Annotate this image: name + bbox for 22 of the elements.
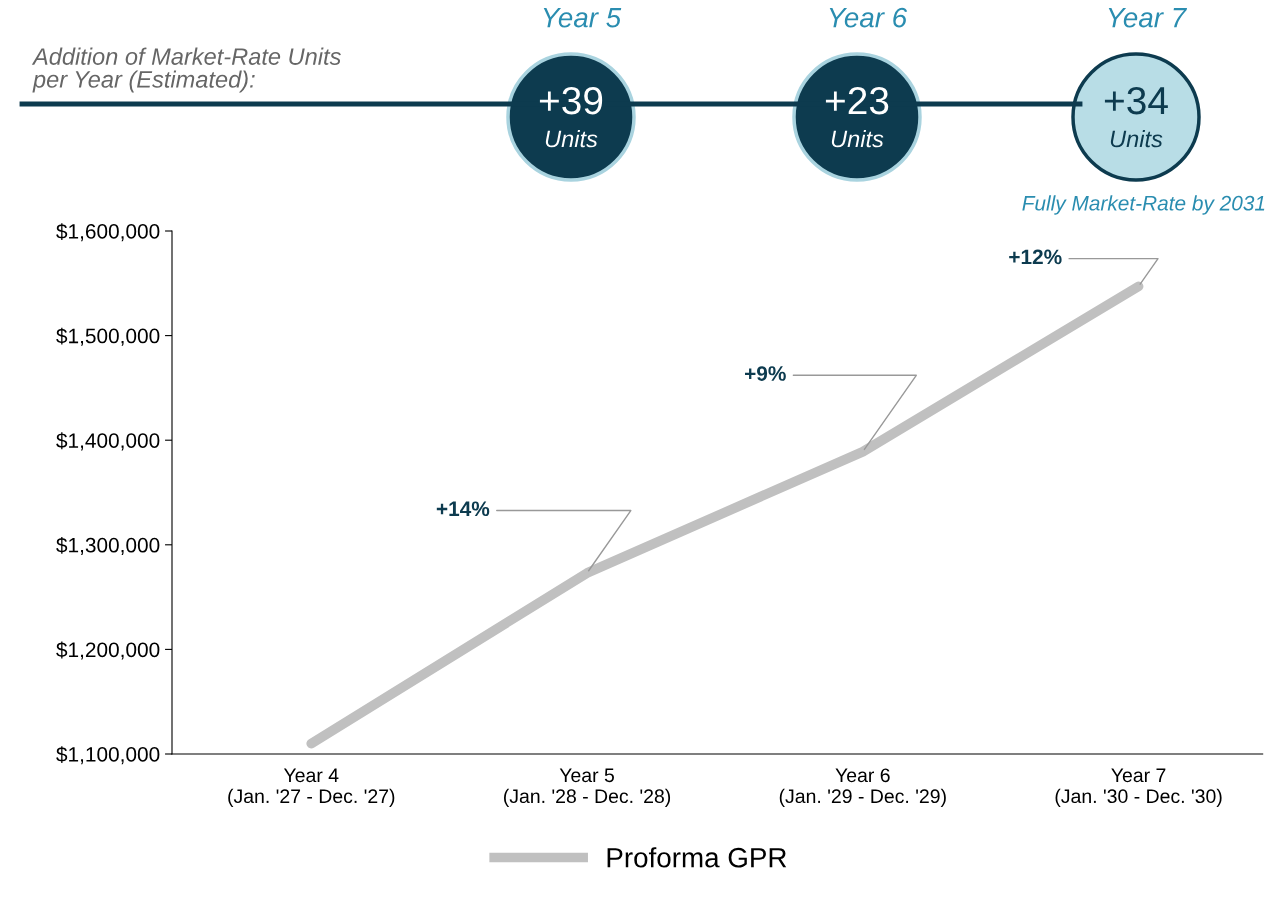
annotation: +14% bbox=[436, 501, 490, 517]
x-tick-label: Year 5 (Jan. '28 - Dec. '28) bbox=[504, 768, 671, 807]
text: Addition of Market-Rate Units per Year (Estimated): bbox=[31, 47, 341, 93]
x-tick-label: Year 6 (Jan. '29 - Dec. '29) bbox=[779, 768, 946, 807]
text: Year 7 bbox=[1108, 8, 1188, 28]
y-tick-label: $1,100,000 bbox=[56, 746, 160, 765]
y-tick-label: $1,200,000 bbox=[56, 641, 160, 660]
annotation: +9% bbox=[745, 366, 786, 381]
text: Fully Market-Rate by 2031 bbox=[1022, 195, 1265, 215]
legend-label: Proforma GPR bbox=[607, 847, 787, 868]
text: Year 5 bbox=[543, 8, 622, 28]
x-tick-label: Year 4 (Jan. '27 - Dec. '27) bbox=[228, 768, 395, 807]
text: +23 Units bbox=[825, 86, 889, 148]
text: Year 6 bbox=[829, 7, 908, 28]
text: +39 Units bbox=[539, 86, 603, 148]
x-tick-label: Year 7 (Jan. '30 - Dec. '30) bbox=[1055, 768, 1222, 807]
y-tick-label: $1,300,000 bbox=[56, 536, 160, 556]
annotation: +12% bbox=[1009, 249, 1062, 265]
text: +34 Units bbox=[1104, 86, 1168, 148]
y-tick-label: $1,400,000 bbox=[56, 432, 160, 451]
y-tick-label: $1,600,000 bbox=[56, 223, 160, 242]
y-tick-label: $1,500,000 bbox=[56, 327, 160, 346]
